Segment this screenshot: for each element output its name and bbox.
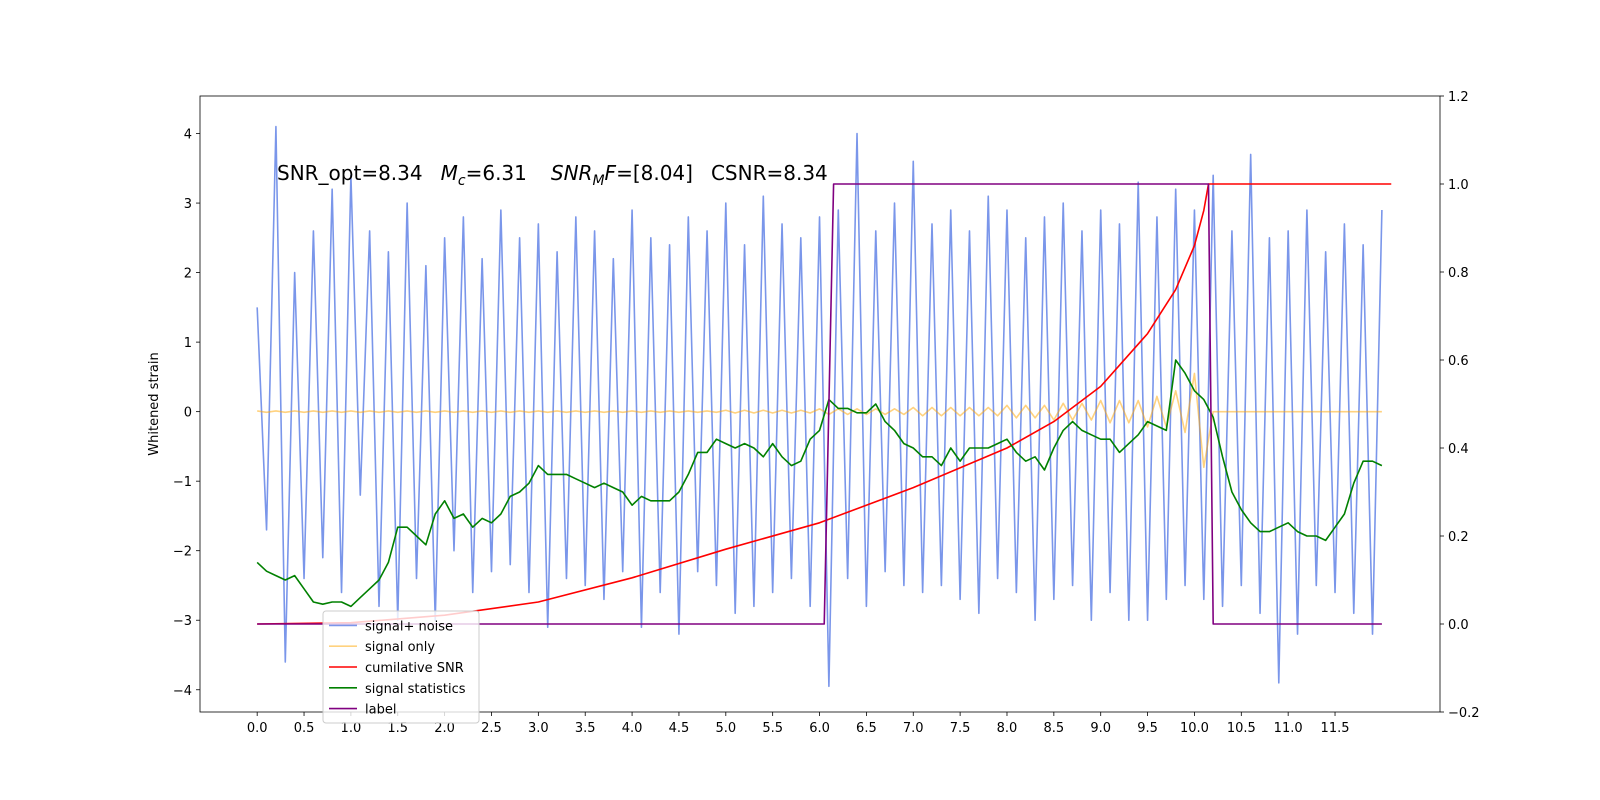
axes-frame: [199, 95, 1441, 713]
legend-label: cumilative SNR: [365, 661, 464, 676]
annotation-part: F: [605, 161, 617, 185]
y-tick-label: −4: [173, 684, 192, 699]
x-tick-label: 9.0: [1090, 721, 1111, 736]
x-tick-label: 7.5: [950, 721, 971, 736]
x-tick-label: 5.5: [762, 721, 783, 736]
annotation: SNR_opt=8.34 Mc=6.31 SNRMF=[8.04] CSNR=8.34: [277, 161, 828, 189]
x-tick-label: 2.0: [434, 721, 455, 736]
y-tick-label: 0: [184, 406, 192, 421]
series-line: [257, 183, 1392, 625]
y2-tick-label: 1.0: [1448, 178, 1469, 193]
annotation-part: c: [458, 173, 466, 189]
y-tick-label: 4: [184, 128, 192, 143]
y2-tick-label: 0.4: [1448, 442, 1469, 457]
series-line: [257, 183, 1382, 625]
x-tick-label: 3.5: [575, 721, 596, 736]
x-tick-label: 10.0: [1180, 721, 1209, 736]
x-tick-label: 6.5: [856, 721, 877, 736]
x-tick-label: 8.5: [1044, 721, 1065, 736]
x-tick-label: 8.0: [997, 721, 1018, 736]
y-tick-label: 2: [184, 267, 192, 282]
y2-tick-label: 0.2: [1448, 530, 1469, 545]
x-tick-label: 10.5: [1227, 721, 1256, 736]
y-tick-label: 1: [184, 336, 192, 351]
x-tick-label: 2.5: [481, 721, 502, 736]
y-tick-label: −3: [173, 614, 192, 629]
x-tick-label: 4.0: [622, 721, 643, 736]
y-tick-label: 3: [184, 197, 192, 212]
y2-tick-label: 1.2: [1448, 90, 1469, 105]
y2-tick-label: 0.6: [1448, 354, 1469, 369]
x-tick-label: 11.0: [1274, 721, 1303, 736]
series-line: [256, 125, 1383, 688]
annotation-part: SNR_opt=8.34: [277, 161, 423, 185]
x-tick-label: 5.0: [715, 721, 736, 736]
legend-label: signal+ noise: [365, 619, 453, 634]
x-tick-label: 9.5: [1137, 721, 1158, 736]
legend-box: [322, 610, 480, 724]
annotation-part: SNR: [551, 161, 593, 185]
x-tick-label: 1.0: [341, 721, 362, 736]
legend: signal+ noise signal only cumilative SNR si…: [322, 610, 480, 724]
x-tick-label: 1.5: [387, 721, 408, 736]
x-tick-label: 6.0: [809, 721, 830, 736]
x-tick-label: 7.0: [903, 721, 924, 736]
series-line: [257, 372, 1382, 469]
y2-tick-label: 0.0: [1448, 618, 1469, 633]
annotation-part: M: [592, 173, 604, 189]
x-tick-label: 3.0: [528, 721, 549, 736]
y2-tick-label: 0.8: [1448, 266, 1469, 281]
y-tick-label: −1: [173, 475, 192, 490]
annotation-part: CSNR=8.34: [711, 161, 828, 185]
legend-label: label: [365, 703, 396, 718]
x-tick-label: 0.0: [247, 721, 268, 736]
y-tick-label: −2: [173, 545, 192, 560]
annotation-part: =[8.04]: [616, 161, 693, 185]
x-tick-label: 0.5: [294, 721, 315, 736]
y-axis-label: Whitened strain: [147, 352, 162, 455]
x-tick-label: 4.5: [669, 721, 690, 736]
plot-area: [256, 125, 1392, 688]
legend-label: signal only: [365, 640, 435, 655]
annotation-part: M: [441, 161, 458, 185]
y2-tick-label: −0.2: [1448, 706, 1480, 721]
annotation-part: =6.31: [466, 161, 527, 185]
legend-label: signal statistics: [365, 682, 466, 697]
x-tick-label: 11.5: [1321, 721, 1350, 736]
series-line: [256, 359, 1383, 608]
